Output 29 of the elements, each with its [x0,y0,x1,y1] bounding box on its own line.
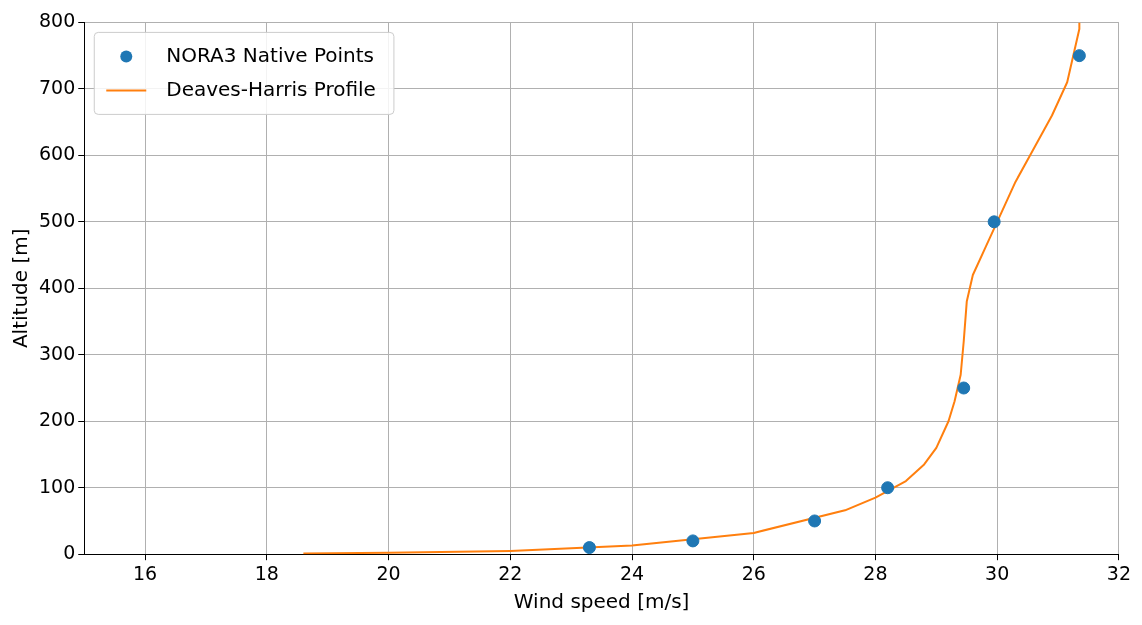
y-axis-title: Altitude [m] [8,228,33,349]
point [881,481,895,495]
point [686,534,700,548]
x-tick-label: 30 [985,561,1010,584]
x-axis-title: Wind speed [m/s] [513,589,690,614]
x-tick-label: 18 [254,561,279,584]
point [582,541,596,555]
legend-label: NORA3 Native Points [166,42,375,67]
x-tick-label: 28 [863,561,888,584]
point [1072,49,1086,63]
x-tick-label: 24 [619,561,645,584]
y-tick-label: 0 [63,541,76,564]
x-tick-label: 26 [741,561,766,584]
y-tick-label: 600 [39,142,76,165]
y-tick-label: 100 [39,474,76,497]
x-tick-label: 22 [498,561,523,584]
x-tick-label: 16 [133,561,158,584]
y-tick-label: 300 [39,341,76,364]
y-tick-label: 700 [39,75,76,98]
legend-label: Deaves-Harris Profile [166,76,376,101]
x-tick-label: 20 [376,561,401,584]
y-tick-label: 500 [39,208,76,231]
y-tick-label: 800 [39,9,76,32]
point [957,381,971,395]
point [987,215,1001,229]
y-tick-label: 200 [39,408,76,431]
y-tick-label: 400 [39,275,76,298]
point [808,514,822,528]
x-tick-label: 32 [1106,561,1132,584]
